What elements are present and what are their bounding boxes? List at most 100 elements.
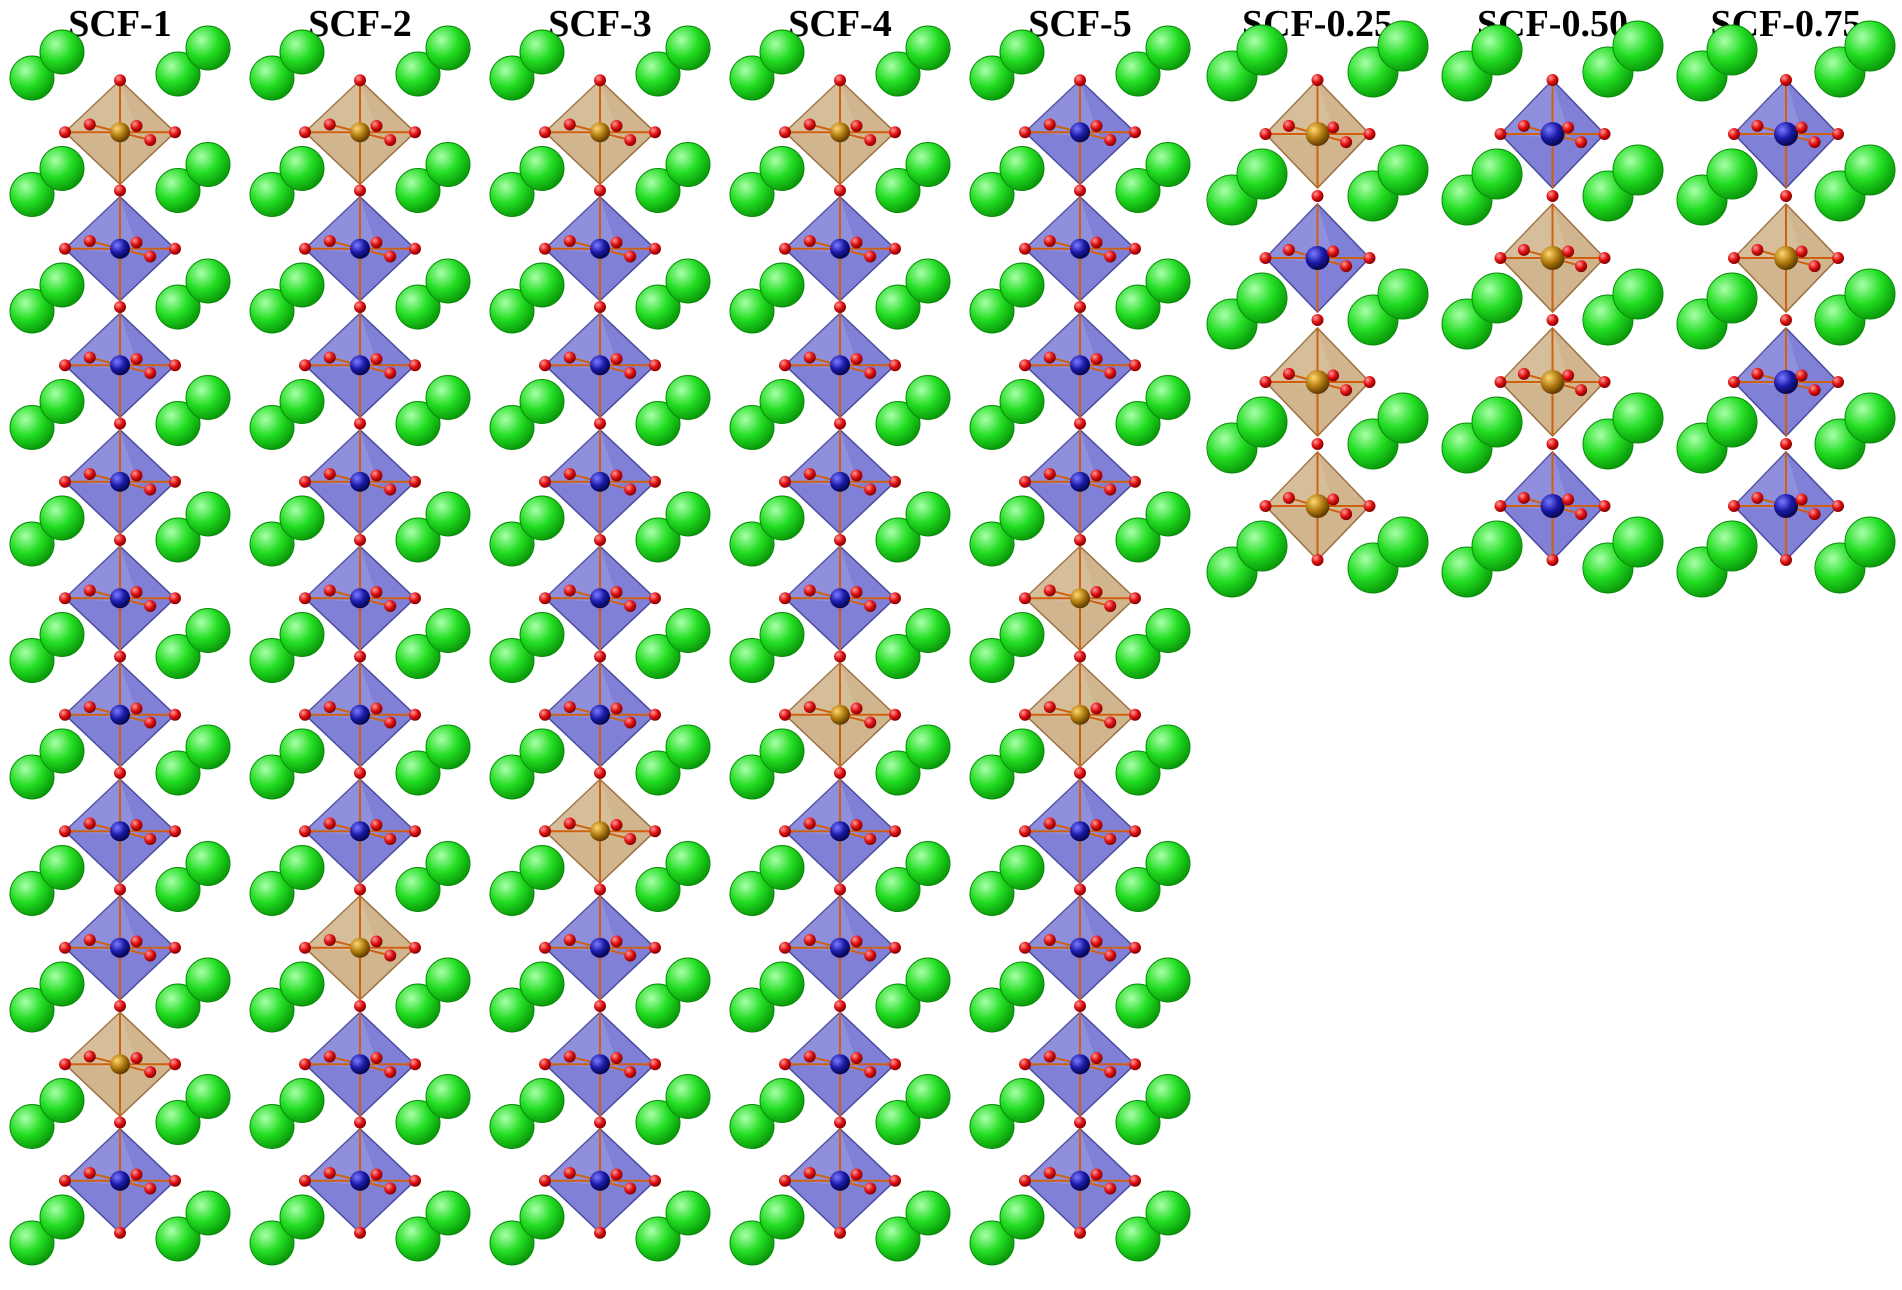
oxygen-atom: [1728, 376, 1740, 388]
a-site-atom: [1612, 144, 1664, 196]
oxygen-atom: [323, 584, 336, 597]
oxygen-atom: [1019, 1058, 1031, 1071]
oxygen-atom: [594, 417, 606, 430]
a-site-atom: [1844, 20, 1896, 72]
oxygen-atom: [1751, 243, 1764, 256]
a-site-atom: [9, 405, 55, 450]
a-site-atom: [395, 284, 441, 330]
oxygen-atom: [1104, 367, 1117, 380]
a-site-atom: [395, 51, 441, 97]
a-site-atom: [665, 957, 711, 1003]
a-site-atom: [249, 55, 295, 101]
oxygen-atom: [624, 600, 637, 613]
oxygen-atom: [114, 1000, 126, 1012]
a-site-atom: [249, 638, 295, 683]
oxygen-atom: [1728, 252, 1740, 264]
a-site-atom: [875, 634, 921, 679]
a-site-atom: [155, 517, 201, 563]
oxygen-atom: [1327, 493, 1340, 506]
fe-atom: [1305, 122, 1330, 146]
co-atom: [110, 1170, 130, 1191]
oxygen-atom: [384, 600, 397, 613]
oxygen-atom: [1019, 708, 1031, 721]
a-site-atom: [395, 750, 441, 796]
a-site-atom: [9, 1220, 55, 1266]
a-site-atom: [395, 1216, 441, 1262]
co-atom: [590, 704, 610, 725]
a-site-atom: [969, 405, 1015, 450]
a-site-atom: [519, 1078, 565, 1123]
oxygen-atom: [59, 126, 71, 139]
co-atom: [590, 1054, 610, 1075]
a-site-atom: [155, 51, 201, 97]
a-site-atom: [905, 1074, 951, 1119]
oxygen-atom: [1074, 1000, 1086, 1012]
oxygen-atom: [624, 483, 637, 496]
oxygen-atom: [354, 767, 366, 779]
oxygen-atom: [834, 1000, 846, 1012]
a-site-atom: [519, 262, 565, 308]
a-site-atom: [1706, 272, 1758, 324]
a-site-atom: [395, 517, 441, 563]
oxygen-atom: [59, 1174, 71, 1187]
co-atom: [1070, 1054, 1090, 1075]
oxygen-atom: [384, 1182, 397, 1195]
a-site-atom: [905, 724, 951, 770]
oxygen-atom: [1129, 1174, 1141, 1187]
oxygen-atom: [169, 475, 181, 488]
a-site-atom: [729, 754, 775, 800]
oxygen-atom: [1129, 592, 1141, 605]
oxygen-atom: [1575, 136, 1588, 149]
a-site-atom: [759, 1078, 805, 1123]
fe-atom: [350, 937, 370, 958]
co-atom: [1305, 246, 1330, 270]
oxygen-atom: [864, 949, 877, 962]
a-site-atom: [39, 728, 85, 774]
oxygen-atom: [594, 74, 606, 87]
oxygen-atom: [83, 817, 96, 830]
a-site-atom: [999, 728, 1045, 774]
oxygen-atom: [1808, 136, 1821, 149]
a-site-atom: [635, 401, 681, 446]
oxygen-atom: [649, 708, 661, 721]
oxygen-atom: [610, 935, 623, 948]
a-site-atom: [155, 750, 201, 796]
a-site-atom: [665, 491, 711, 537]
oxygen-atom: [1090, 1168, 1103, 1181]
oxygen-atom: [1104, 833, 1117, 846]
a-site-atom: [905, 142, 951, 187]
a-site-atom: [1115, 1216, 1161, 1262]
a-site-atom: [185, 724, 231, 770]
oxygen-atom: [610, 353, 623, 366]
oxygen-atom: [1090, 1052, 1103, 1065]
oxygen-atom: [1259, 500, 1272, 512]
a-site-atom: [519, 379, 565, 424]
oxygen-atom: [850, 819, 863, 832]
oxygen-atom: [1282, 491, 1295, 504]
oxygen-atom: [864, 483, 877, 496]
a-site-atom: [425, 1074, 471, 1119]
oxygen-atom: [299, 359, 311, 372]
oxygen-atom: [1562, 369, 1575, 382]
oxygen-atom: [1019, 126, 1031, 139]
co-atom: [830, 355, 850, 376]
oxygen-atom: [409, 592, 421, 605]
structure-label: SCF-1: [68, 3, 172, 45]
a-site-atom: [185, 1074, 231, 1119]
a-site-atom: [489, 1220, 535, 1266]
a-site-atom: [1145, 375, 1191, 420]
oxygen-atom: [803, 351, 816, 364]
a-site-atom: [249, 172, 295, 217]
oxygen-atom: [299, 1174, 311, 1187]
oxygen-atom: [409, 1174, 421, 1187]
a-site-atom: [759, 146, 805, 191]
a-site-atom: [1145, 957, 1191, 1003]
oxygen-atom: [1780, 438, 1792, 450]
a-site-atom: [1145, 608, 1191, 653]
fe-atom: [1305, 494, 1330, 518]
co-atom: [110, 588, 130, 609]
a-site-atom: [729, 172, 775, 217]
a-site-atom: [279, 845, 325, 890]
a-site-atom: [279, 1194, 325, 1240]
oxygen-atom: [1019, 359, 1031, 372]
